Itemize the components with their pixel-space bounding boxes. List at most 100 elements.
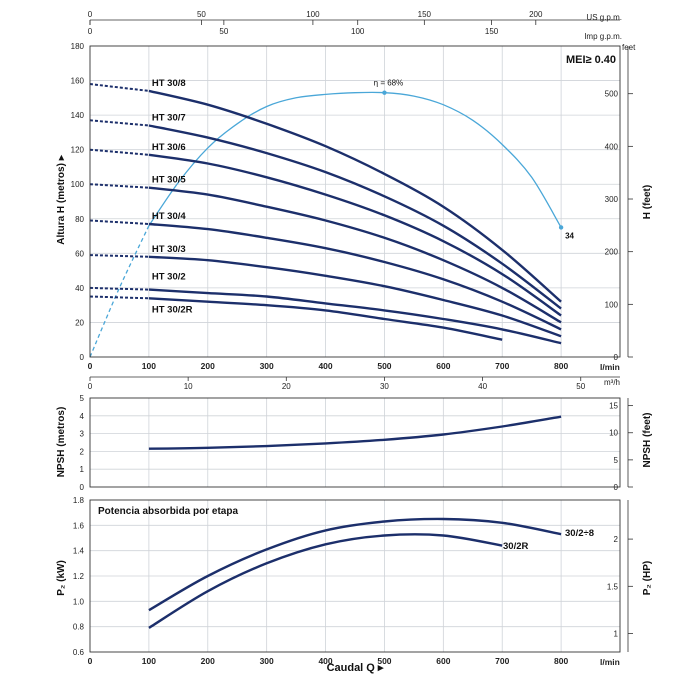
- hp-tick-label: 1: [614, 630, 619, 639]
- power-x-tick-label: 300: [260, 656, 274, 666]
- head-y-tick-label: 180: [71, 42, 85, 51]
- feet-tick-label: 100: [605, 300, 619, 309]
- power-x-tick-label: 0: [88, 656, 93, 666]
- hp-tick-label: 1.5: [607, 582, 619, 591]
- npsh-feet-tick-label: 15: [609, 402, 618, 411]
- head-curve: [148, 124, 562, 310]
- m3h-tick-label: 30: [380, 382, 389, 391]
- head-y-tick-label: 60: [75, 249, 84, 258]
- head-curve-dashed: [89, 295, 149, 300]
- npsh-y-tick-label: 3: [80, 430, 85, 439]
- npsh-y-tick-label: 0: [80, 483, 85, 492]
- power-x-tick-label: 400: [318, 656, 332, 666]
- head-curve-dashed: [89, 183, 149, 189]
- head-x-tick-label: 0: [88, 361, 93, 371]
- power-x-tick-label: 100: [142, 656, 156, 666]
- us-gpm-unit: US g.p.m.: [586, 13, 622, 22]
- head-curve: [148, 222, 562, 331]
- power-curve-label: 30/2R: [503, 541, 528, 552]
- npsh-y-tick-label: 2: [80, 447, 85, 456]
- npsh-feet-tick-label: 5: [614, 456, 619, 465]
- power-x-tick-label: 800: [554, 656, 568, 666]
- m3h-tick-label: 40: [478, 382, 487, 391]
- npsh-right-axis-title: NPSH (feet): [642, 412, 653, 467]
- head-curve: [148, 186, 562, 324]
- head-right-axis-title: H (feet): [642, 185, 653, 219]
- head-curve: [148, 89, 562, 303]
- head-curve-label: HT 30/6: [152, 142, 186, 153]
- head-x-tick-label: 300: [260, 361, 274, 371]
- head-curve: [148, 153, 562, 317]
- hp-tick-label: 2: [614, 535, 619, 544]
- power-y-tick-label: 1.2: [73, 572, 85, 581]
- npsh-axis-title: NPSH (metros): [56, 407, 67, 478]
- head-y-tick-label: 100: [71, 180, 85, 189]
- us-gpm-tick-label: 150: [418, 10, 432, 19]
- efficiency-end-point: [558, 225, 564, 230]
- power-curve-label: 30/2÷8: [565, 528, 594, 539]
- head-y-tick-label: 20: [75, 318, 84, 327]
- power-x-axis-title: Caudal Q ▸: [327, 662, 384, 674]
- m3h-unit: m³/h: [604, 378, 620, 387]
- feet-unit: feet: [622, 43, 636, 52]
- imp-gpm-tick-label: 150: [485, 27, 499, 36]
- efficiency-end-label: 34: [565, 231, 574, 240]
- imp-gpm-tick-label: 50: [219, 27, 228, 36]
- head-x-unit: l/min: [600, 362, 620, 372]
- power-panel-title: Potencia absorbida por etapa: [98, 506, 238, 517]
- imp-gpm-tick-label: 100: [351, 27, 365, 36]
- head-curve-dashed: [89, 83, 150, 92]
- power-curve: [148, 533, 503, 629]
- mei-badge: MEI≥ 0.40: [566, 54, 616, 66]
- power-x-tick-label: 600: [436, 656, 450, 666]
- head-curve-dashed: [89, 286, 149, 291]
- us-gpm-tick-label: 100: [306, 10, 320, 19]
- head-x-tick-label: 400: [318, 361, 332, 371]
- npsh-curve: [148, 415, 562, 450]
- power-y-tick-label: 1.0: [73, 597, 85, 606]
- power-panel-frame: [89, 499, 621, 653]
- npsh-feet-tick-label: 10: [609, 429, 618, 438]
- npsh-feet-tick-label: 0: [614, 483, 619, 492]
- head-y-tick-label: 0: [80, 353, 85, 362]
- head-curve-label: HT 30/2R: [152, 304, 193, 315]
- power-y-tick-label: 1.4: [73, 547, 85, 556]
- us-gpm-tick-label: 0: [88, 10, 93, 19]
- head-curve: [148, 288, 562, 345]
- panel-frames: [89, 19, 633, 653]
- head-x-tick-label: 600: [436, 361, 450, 371]
- power-axis-title: P₂ (kW): [56, 560, 67, 596]
- head-curve-label: HT 30/7: [152, 112, 186, 123]
- head-curve-label: HT 30/4: [152, 211, 187, 222]
- m3h-tick-label: 10: [184, 382, 193, 391]
- feet-tick-label: 0: [614, 353, 619, 362]
- head-curve-dashed: [89, 148, 149, 156]
- head-x-tick-label: 700: [495, 361, 509, 371]
- head-curve: [148, 255, 562, 338]
- curves: [89, 83, 564, 629]
- power-y-tick-label: 0.8: [73, 623, 85, 632]
- power-right-axis-title: P₂ (HP): [642, 561, 653, 595]
- head-y-tick-label: 160: [71, 77, 85, 86]
- power-curve: [148, 517, 562, 612]
- m3h-tick-label: 50: [576, 382, 585, 391]
- us-gpm-tick-label: 50: [197, 10, 206, 19]
- npsh-y-tick-label: 5: [80, 394, 85, 403]
- grid-lines: [90, 46, 620, 652]
- head-curve-label: HT 30/8: [152, 78, 186, 89]
- head-curve-dashed: [89, 119, 149, 127]
- head-curve-dashed: [89, 254, 149, 258]
- imp-gpm-tick-label: 0: [88, 27, 93, 36]
- head-y-tick-label: 120: [71, 146, 85, 155]
- efficiency-curve-dashed: [89, 225, 150, 358]
- head-panel-frame: [89, 45, 621, 358]
- head-y-tick-label: 80: [75, 215, 84, 224]
- feet-tick-label: 500: [605, 90, 619, 99]
- m3h-tick-label: 20: [282, 382, 291, 391]
- head-x-tick-label: 200: [201, 361, 215, 371]
- power-y-tick-label: 0.6: [73, 648, 85, 657]
- feet-tick-label: 400: [605, 142, 619, 151]
- npsh-y-tick-label: 1: [80, 465, 85, 474]
- head-x-tick-label: 800: [554, 361, 568, 371]
